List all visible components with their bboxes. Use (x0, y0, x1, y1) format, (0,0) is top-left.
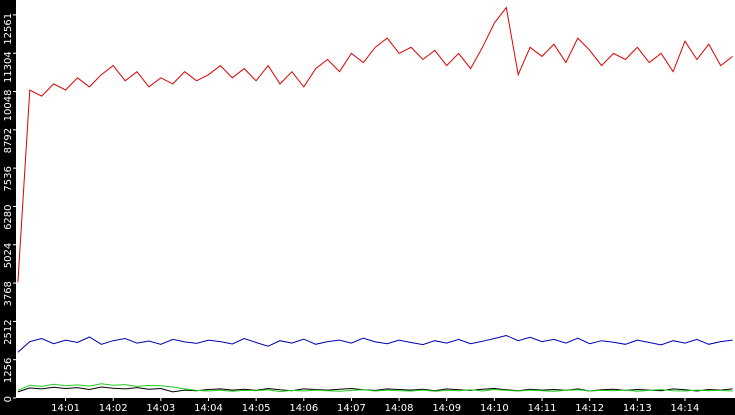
x-tick-label: 14:03 (146, 403, 175, 414)
x-tick-label: 14:11 (528, 403, 557, 414)
y-tick-label: 12561 (3, 13, 14, 45)
y-tick-label: 11304 (3, 51, 14, 83)
x-tick-label: 14:04 (194, 403, 223, 414)
series-line (17, 386, 733, 393)
x-tick-label: 14:09 (432, 403, 461, 414)
x-tick-label: 14:07 (337, 403, 366, 414)
x-tick-label: 14:06 (289, 403, 318, 414)
series-line (17, 383, 733, 393)
y-tick-label: 10048 (3, 90, 14, 122)
y-tick-label: 8792 (3, 128, 14, 153)
x-tick-label: 14:02 (99, 403, 128, 414)
x-tick-label: 14:10 (480, 403, 509, 414)
x-tick-label: 14:08 (385, 403, 414, 414)
series-line (17, 334, 733, 353)
y-tick-label: 3768 (3, 281, 14, 306)
y-tick-label: 1256 (3, 358, 14, 383)
y-tick-label: 6280 (3, 204, 14, 229)
x-tick-label: 14:14 (671, 403, 700, 414)
y-axis-strip (0, 0, 16, 415)
y-tick-label: 0 (3, 396, 14, 402)
x-tick-label: 14:05 (242, 403, 271, 414)
x-tick-label: 14:12 (575, 403, 604, 414)
series-line (17, 6, 733, 283)
y-tick-label: 2512 (3, 319, 14, 344)
x-axis-strip (0, 398, 735, 415)
x-tick-label: 14:01 (51, 403, 80, 414)
x-tick-label: 14:13 (623, 403, 652, 414)
y-tick-label: 7536 (3, 166, 14, 191)
y-tick-label: 5024 (3, 243, 14, 268)
